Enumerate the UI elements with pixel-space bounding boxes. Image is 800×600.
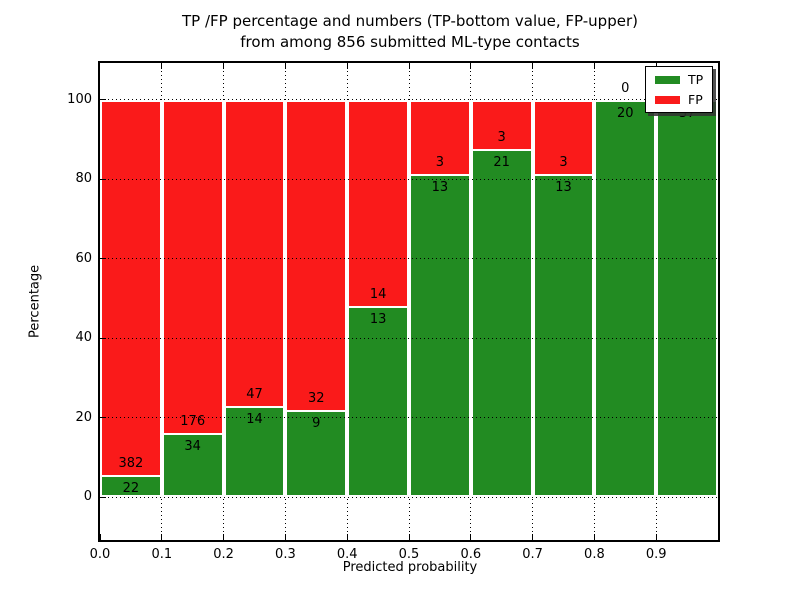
bar-segment-tp [594, 99, 657, 497]
x-tick-mark-top [593, 63, 595, 69]
fp-count-label: 0 [621, 80, 630, 96]
y-tick-mark [100, 337, 106, 339]
x-tick-mark-top [161, 63, 163, 69]
tp-count-label: 34 [184, 438, 201, 454]
bar-segment-tp [347, 305, 409, 497]
chart-title: TP /FP percentage and numbers (TP-bottom… [99, 11, 721, 53]
fp-count-label: 14 [369, 286, 387, 302]
x-tick-mark [532, 534, 534, 540]
tp-count-label: 13 [555, 180, 572, 196]
x-tick-mark [593, 534, 595, 540]
bar-segment-tp [470, 149, 533, 497]
horizontal-gridline [100, 496, 718, 498]
fp-count-label: 32 [308, 390, 325, 406]
x-tick-label: 0.4 [336, 547, 358, 562]
x-tick-mark-top [346, 63, 348, 69]
y-tick-label: 40 [75, 330, 92, 345]
x-tick-label: 0.1 [151, 547, 173, 562]
x-tick-mark [284, 534, 286, 540]
fp-count-label: 47 [246, 386, 263, 402]
tp-count-label: 13 [369, 311, 387, 327]
bar-segment-tp [532, 174, 595, 497]
horizontal-gridline [100, 417, 718, 418]
x-tick-label: 0.7 [522, 547, 543, 562]
bar-segment-tp [409, 174, 471, 497]
x-tick-label: 0.3 [275, 547, 296, 562]
x-tick-label: 0.2 [213, 547, 234, 562]
legend-label-tp: TP [688, 72, 704, 87]
legend: TP FP [645, 66, 714, 113]
x-tick-mark [408, 534, 410, 540]
fp-count-label: 176 [180, 413, 206, 429]
x-tick-label: 0.9 [645, 547, 667, 562]
legend-label-fp: FP [688, 92, 703, 107]
chart-title-line1: TP /FP percentage and numbers (TP-bottom… [182, 12, 638, 30]
tp-count-label: 22 [122, 481, 140, 497]
x-tick-mark [470, 534, 472, 540]
x-tick-mark [655, 534, 657, 540]
y-tick-label: 80 [75, 171, 92, 186]
fp-count-label: 3 [497, 130, 506, 146]
bar-segment-tp [100, 475, 162, 497]
y-tick-mark [100, 258, 106, 259]
bar-segment-tp [656, 99, 718, 497]
y-tick-mark [100, 417, 106, 418]
horizontal-gridline [100, 99, 718, 100]
y-tick-label: 100 [67, 91, 92, 107]
x-tick-mark-top [532, 63, 534, 69]
y-tick-mark [100, 99, 106, 100]
legend-swatch-tp [655, 75, 680, 84]
chart-title-line2: from among 856 submitted ML-type contact… [240, 33, 580, 51]
bar-segment-fp [100, 99, 162, 476]
horizontal-gridline [100, 258, 718, 259]
bar-segment-fp [347, 99, 409, 306]
x-tick-mark [223, 534, 225, 540]
x-tick-mark-top [408, 63, 410, 69]
bar-segment-fp [470, 99, 533, 150]
bar-segment-tp [161, 432, 224, 497]
x-tick-mark [99, 534, 101, 540]
fp-count-label: 3 [435, 155, 445, 171]
tp-count-label: 13 [431, 180, 449, 196]
bar-segment-fp [223, 99, 286, 406]
legend-entry-fp: FP [655, 93, 703, 106]
horizontal-gridline [100, 178, 718, 180]
x-tick-label: 0.8 [584, 547, 605, 562]
bar-segment-fp [532, 99, 595, 175]
bar-segment-tp [223, 405, 286, 497]
horizontal-gridline [100, 337, 718, 339]
tp-count-label: 21 [493, 155, 510, 171]
tp-count-label: 20 [617, 105, 634, 121]
x-axis-label: Predicted probability [342, 560, 478, 575]
x-tick-mark-top [223, 63, 225, 69]
x-tick-mark-top [284, 63, 286, 69]
tp-count-label: 9 [312, 415, 321, 431]
bar-segment-fp [161, 99, 224, 433]
bar-segment-tp [285, 409, 348, 497]
x-tick-mark [161, 534, 163, 540]
y-tick-label: 60 [75, 250, 92, 266]
bar-segment-fp [285, 99, 348, 410]
x-tick-mark [346, 534, 348, 540]
x-tick-mark-top [470, 63, 472, 69]
fp-count-label: 3 [559, 155, 568, 171]
bar-segment-fp [409, 99, 471, 175]
y-tick-label: 0 [83, 489, 92, 504]
x-tick-label: 0.5 [398, 547, 420, 562]
plot-area: 3822217634471432914133133213130200370.00… [67, 61, 720, 562]
x-tick-label: 0.0 [89, 547, 111, 562]
fp-count-label: 382 [118, 456, 144, 472]
y-tick-mark [100, 178, 106, 180]
legend-swatch-fp [655, 95, 680, 104]
tp-count-label: 14 [246, 411, 263, 427]
x-tick-label: 0.6 [460, 547, 482, 562]
y-axis-label: Percentage [27, 264, 43, 338]
y-tick-label: 20 [75, 409, 92, 425]
legend-entry-tp: TP [655, 73, 703, 86]
y-tick-mark [100, 496, 106, 498]
